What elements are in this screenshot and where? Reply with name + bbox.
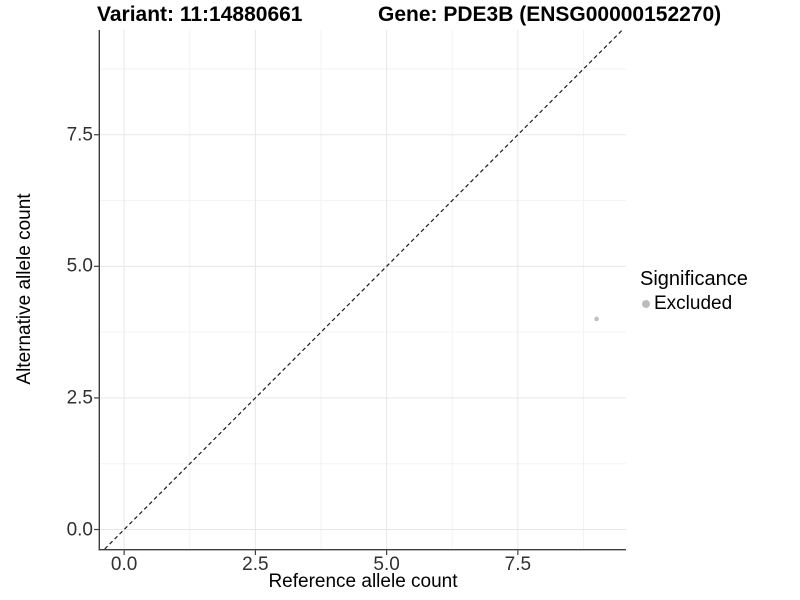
- data-point-excluded: [594, 316, 599, 322]
- identity-reference-line: [104, 29, 623, 550]
- y-tick-label: 5.0: [66, 255, 93, 277]
- legend-item-excluded: Excluded: [640, 293, 748, 315]
- legend-item-label: Excluded: [654, 293, 733, 314]
- plot-title-gene: Gene: PDE3B (ENSG00000152270): [378, 3, 722, 26]
- legend: Significance Excluded: [640, 268, 748, 315]
- legend-title: Significance: [640, 268, 748, 290]
- x-tick-label: 7.5: [504, 554, 532, 575]
- y-tick-label: 0.0: [66, 519, 93, 541]
- plot-title-variant: Variant: 11:14880661: [97, 3, 303, 26]
- x-tick-label: 2.5: [242, 554, 269, 575]
- excluded-point-icon: [642, 300, 650, 308]
- y-tick-label: 2.5: [66, 387, 93, 409]
- y-tick-label: 7.5: [66, 124, 93, 146]
- y-axis-title: Alternative allele count: [14, 193, 35, 385]
- x-tick-label: 0.0: [110, 554, 138, 575]
- x-tick-label: 5.0: [373, 554, 400, 575]
- x-axis-title: Reference allele count: [268, 571, 458, 592]
